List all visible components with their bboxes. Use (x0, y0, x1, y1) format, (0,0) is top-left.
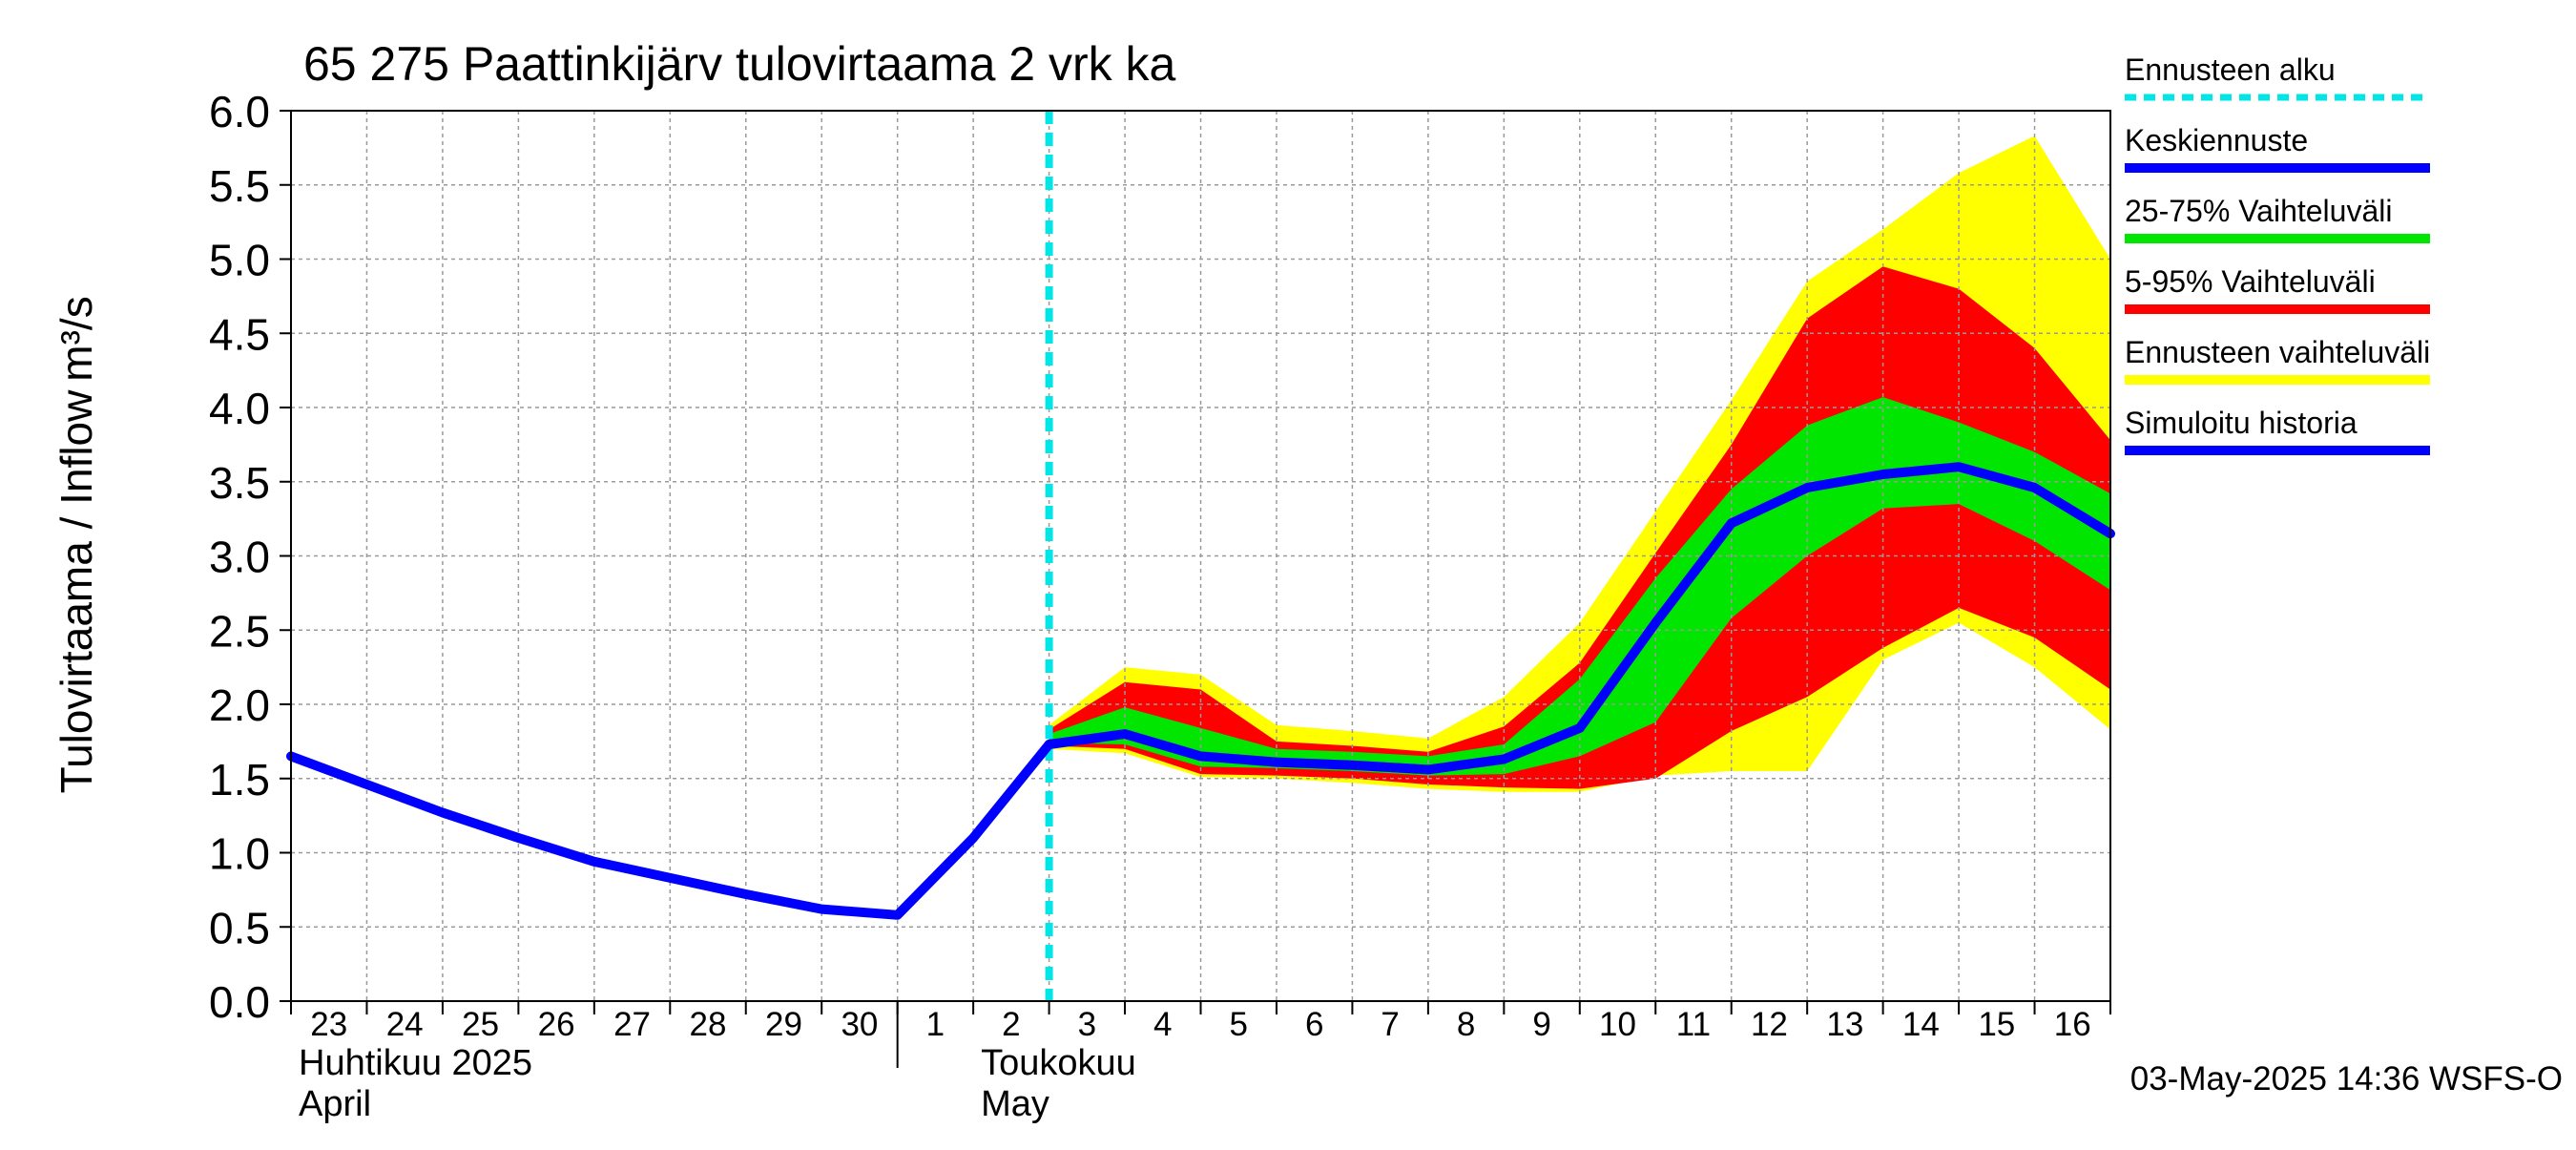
x-tick-label: 24 (386, 1006, 424, 1043)
x-tick-label: 29 (765, 1006, 802, 1043)
legend-label: Ennusteen vaihteluväli (2125, 335, 2430, 369)
month-label-fi: Toukokuu (981, 1043, 1136, 1083)
y-tick-label: 0.5 (209, 903, 270, 952)
legend-label: 5-95% Vaihteluväli (2125, 264, 2376, 299)
y-tick-label: 6.0 (209, 87, 270, 136)
y-tick-label: 0.0 (209, 977, 270, 1027)
series-lines (286, 111, 2115, 1001)
legend-label: Keskiennuste (2125, 123, 2308, 157)
x-tick-label: 23 (310, 1006, 347, 1043)
x-tick-label: 25 (462, 1006, 499, 1043)
x-tick-label: 1 (926, 1006, 945, 1043)
x-tick-label: 8 (1457, 1006, 1475, 1043)
y-tick-label: 2.0 (209, 680, 270, 730)
y-tick-label: 2.5 (209, 606, 270, 656)
legend-label: 25-75% Vaihteluväli (2125, 194, 2392, 228)
x-tick-label: 15 (1978, 1006, 2015, 1043)
legend-label: Simuloitu historia (2125, 406, 2358, 440)
timestamp-footer: 03-May-2025 14:36 WSFS-O (2130, 1060, 2563, 1098)
x-tick-label: 30 (841, 1006, 878, 1043)
month-label-fi: Huhtikuu 2025 (299, 1043, 532, 1083)
y-tick-label: 1.5 (209, 755, 270, 805)
month-label-en: May (981, 1084, 1049, 1124)
legend-label: Ennusteen alku (2125, 52, 2336, 87)
series-line-history (286, 740, 1054, 920)
x-tick-label: 27 (613, 1006, 651, 1043)
band-p5-95 (1049, 266, 2110, 789)
x-tick-label: 3 (1078, 1006, 1096, 1043)
chart-title: 65 275 Paattinkijärv tulovirtaama 2 vrk … (303, 37, 1176, 91)
x-tick-label: 14 (1902, 1006, 1940, 1043)
x-tick-label: 6 (1305, 1006, 1323, 1043)
x-tick-label: 7 (1381, 1006, 1399, 1043)
y-tick-label: 1.0 (209, 829, 270, 879)
x-tick-label: 28 (690, 1006, 727, 1043)
y-axis-unit: m³/s (52, 296, 101, 381)
series-line-median (1044, 462, 2115, 775)
x-tick-label: 9 (1532, 1006, 1550, 1043)
x-tick-label: 13 (1826, 1006, 1863, 1043)
y-axis-label: Tulovirtaama / Inflow (52, 389, 101, 793)
band-p25-75 (1049, 397, 2110, 776)
grid (291, 111, 2110, 1001)
y-tick-label: 3.0 (209, 533, 270, 582)
y-tick-label: 5.0 (209, 236, 270, 285)
x-tick-label: 12 (1751, 1006, 1788, 1043)
y-tick-label: 5.5 (209, 161, 270, 211)
x-tick-label: 5 (1229, 1006, 1247, 1043)
y-tick-label: 4.0 (209, 384, 270, 433)
forecast-bands (1049, 136, 2110, 792)
y-tick-label: 3.5 (209, 458, 270, 508)
month-label-en: April (299, 1084, 371, 1124)
x-tick-label: 16 (2054, 1006, 2091, 1043)
x-tick-label: 2 (1002, 1006, 1020, 1043)
x-tick-label: 11 (1676, 1006, 1711, 1043)
x-tick-label: 4 (1153, 1006, 1172, 1043)
legend: Ennusteen alku Keskiennuste 25-75% Vaihtel… (2125, 52, 2430, 455)
axes: 0.0 0.5 1.0 1.5 2.0 2.5 3.0 3.5 4.0 4.5 5.0 5.5 6.0 2… (209, 87, 2111, 1124)
x-tick-label: 26 (538, 1006, 575, 1043)
y-tick-label: 4.5 (209, 309, 270, 359)
x-tick-label: 10 (1599, 1006, 1636, 1043)
